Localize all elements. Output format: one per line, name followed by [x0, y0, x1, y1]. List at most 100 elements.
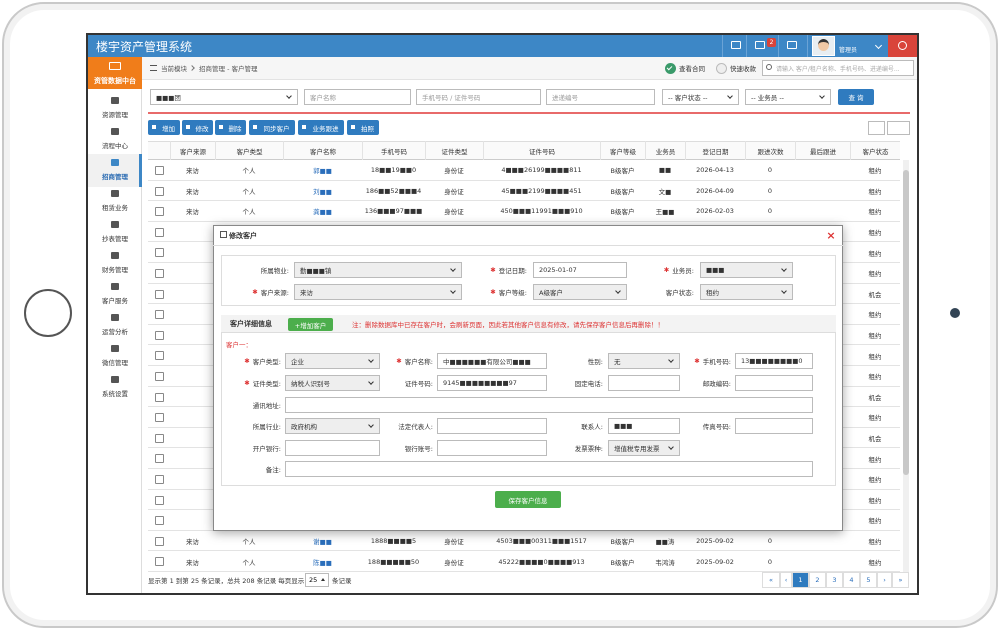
- field-select[interactable]: 纳税人识别号: [285, 375, 380, 391]
- field-select[interactable]: 增值税专用发票: [608, 440, 680, 456]
- column-header[interactable]: 最后跟进: [795, 141, 850, 160]
- columns-toggle[interactable]: [887, 121, 910, 135]
- row-checkbox[interactable]: [155, 269, 164, 278]
- filter-status[interactable]: -- 客户状态 --: [662, 89, 739, 105]
- column-header[interactable]: 证件号码: [483, 141, 600, 160]
- row-checkbox[interactable]: [155, 310, 164, 320]
- search-placeholder[interactable]: 请输入 客户/租户名称、手机号码、进递编号...: [776, 65, 900, 73]
- sidebar-item[interactable]: 财务管理: [102, 265, 128, 274]
- customer-name-link[interactable]: 郭■■: [313, 167, 332, 176]
- add-customer-button[interactable]: +增加客户: [288, 318, 333, 331]
- quick-pay-label[interactable]: 快速收款: [730, 65, 756, 73]
- column-header[interactable]: 客户来源: [170, 141, 215, 160]
- toolbar-button[interactable]: 修改: [182, 120, 213, 135]
- column-header[interactable]: 登记日期: [685, 141, 745, 160]
- column-header[interactable]: 手机号码: [362, 141, 425, 160]
- page-button[interactable]: »: [892, 572, 909, 588]
- view-toggle[interactable]: [868, 121, 885, 135]
- field-input[interactable]: [437, 440, 547, 456]
- sidebar-item[interactable]: 流程中心: [102, 141, 128, 150]
- row-checkbox[interactable]: [155, 227, 164, 237]
- field-input[interactable]: [437, 418, 547, 434]
- row-checkbox[interactable]: [155, 330, 164, 340]
- filter-agent[interactable]: -- 业务员 --: [745, 89, 831, 105]
- field-input[interactable]: 13■■■■■■■■0: [735, 353, 813, 369]
- row-checkbox[interactable]: [155, 433, 164, 443]
- column-header[interactable]: 业务员: [645, 141, 685, 160]
- field-select[interactable]: A级客户: [533, 284, 627, 300]
- toolbar-button[interactable]: 删除: [215, 120, 246, 135]
- toolbar-button[interactable]: 业务跟进: [298, 120, 344, 135]
- bell-icon[interactable]: [755, 41, 765, 49]
- toolbar-button[interactable]: 增加: [148, 120, 180, 135]
- column-header[interactable]: 客户名称: [283, 141, 362, 160]
- sidebar-item[interactable]: 招商管理: [102, 172, 128, 181]
- radio-checked[interactable]: [665, 63, 676, 74]
- row-checkbox[interactable]: [155, 166, 164, 175]
- toolbar-button[interactable]: 同步客户: [249, 120, 295, 135]
- page-button[interactable]: 1: [792, 572, 809, 588]
- monitor-icon[interactable]: [731, 41, 741, 49]
- toolbar-button[interactable]: 拍照: [347, 120, 379, 135]
- row-checkbox[interactable]: [155, 372, 164, 381]
- row-checkbox[interactable]: [155, 392, 164, 402]
- field-select[interactable]: 政府机构: [285, 418, 380, 434]
- row-checkbox[interactable]: [155, 516, 164, 526]
- row-checkbox[interactable]: [155, 351, 164, 361]
- field-input[interactable]: [285, 461, 813, 477]
- column-header[interactable]: 客户等级: [600, 141, 645, 160]
- filter-name[interactable]: 客户名称: [304, 89, 411, 105]
- page-button[interactable]: 2: [809, 572, 826, 588]
- sidebar-item[interactable]: 运营分析: [102, 327, 128, 336]
- filter-project[interactable]: ■■■团: [150, 89, 298, 105]
- field-select[interactable]: 来访: [294, 284, 462, 300]
- view-contract-label[interactable]: 查看合同: [679, 65, 705, 73]
- page-button[interactable]: 4: [843, 572, 860, 588]
- home-button[interactable]: [24, 289, 72, 337]
- page-button[interactable]: 3: [826, 572, 843, 588]
- field-input[interactable]: [285, 440, 380, 456]
- customer-name-link[interactable]: 刘■■: [313, 187, 332, 196]
- row-checkbox[interactable]: [155, 248, 164, 258]
- sidebar-item[interactable]: 微信管理: [102, 358, 128, 367]
- row-checkbox[interactable]: [155, 186, 164, 196]
- field-select[interactable]: 租约: [700, 284, 793, 300]
- field-input[interactable]: 9145■■■■■■■■97: [437, 375, 547, 391]
- row-checkbox[interactable]: [155, 557, 164, 567]
- column-header[interactable]: 跟进次数: [745, 141, 795, 160]
- save-button[interactable]: 保存客户信息: [495, 491, 561, 508]
- customer-name-link[interactable]: 龚■■: [313, 208, 332, 217]
- page-size-select[interactable]: 25: [305, 573, 329, 587]
- field-input[interactable]: ■■■: [608, 418, 680, 434]
- modal-close[interactable]: ×: [826, 229, 836, 242]
- row-checkbox[interactable]: [155, 207, 164, 217]
- row-checkbox[interactable]: [155, 495, 164, 505]
- sidebar-item[interactable]: 系统设置: [102, 389, 128, 398]
- field-input[interactable]: [285, 397, 813, 413]
- query-button[interactable]: 查 询: [838, 89, 874, 105]
- filter-phone[interactable]: 手机号码 / 证件号码: [416, 89, 541, 105]
- brand-label[interactable]: 资管数据中台: [94, 76, 136, 85]
- column-header[interactable]: 客户状态: [850, 141, 900, 160]
- page-button[interactable]: ‹: [780, 572, 792, 588]
- customer-name-link[interactable]: 谢■■: [313, 538, 332, 547]
- customer-name-link[interactable]: 陈■■: [313, 558, 332, 567]
- row-checkbox[interactable]: [155, 413, 164, 423]
- power-icon[interactable]: [898, 41, 907, 50]
- scrollbar-thumb[interactable]: [903, 170, 909, 475]
- row-checkbox[interactable]: [155, 475, 164, 484]
- sidebar-item[interactable]: 资源管理: [102, 110, 128, 119]
- radio-unchecked[interactable]: [716, 63, 727, 74]
- field-input[interactable]: [735, 418, 813, 434]
- field-input[interactable]: [735, 375, 813, 391]
- column-header[interactable]: 证件类型: [425, 141, 483, 160]
- sidebar-item[interactable]: 客户服务: [102, 296, 128, 305]
- menu-icon[interactable]: [787, 41, 797, 49]
- field-select[interactable]: 勤■■■镇: [294, 262, 462, 278]
- field-input[interactable]: 2025-01-07: [533, 262, 627, 278]
- field-input[interactable]: 中■■■■■■有限公司■■■: [437, 353, 547, 369]
- field-input[interactable]: [608, 375, 680, 391]
- search-box[interactable]: [762, 60, 914, 76]
- column-header[interactable]: 客户类型: [215, 141, 283, 160]
- sidebar-item[interactable]: 抄表管理: [102, 234, 128, 243]
